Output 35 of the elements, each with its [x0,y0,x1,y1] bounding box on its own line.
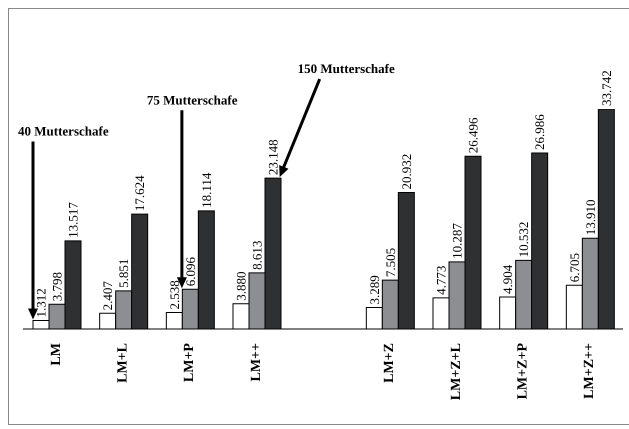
x-tick-label: LM+Z+P [516,342,530,400]
data-label: 3.289 [366,275,382,305]
data-label: 26.496 [466,116,480,154]
x-tick-label: LM++ [248,342,264,382]
data-label: 13.517 [66,202,80,238]
data-label: 20.932 [398,154,414,190]
text: 75 Mutterschafe [146,92,238,108]
data-label: 2.407 [100,280,116,310]
data-label: 10.532 [516,222,532,258]
data-label: 2.538 [166,280,182,310]
data-label: 3.880 [234,271,248,301]
data-label: 3.798 [50,272,64,302]
data-label: 8.613 [250,240,264,270]
x-tick-label: LM [48,343,64,366]
data-label: 6.096 [182,256,198,286]
data-label: 13.910 [582,200,598,236]
x-tick-label: LM+Z++ [582,342,598,399]
data-label: 7.505 [382,248,398,278]
data-label: 5.851 [116,258,132,288]
data-label: 6.705 [566,253,582,282]
annotation: 40 Mutterschafe [18,123,109,138]
data-label: 1.312 [34,288,48,318]
data-label: 4.773 [434,266,448,295]
x-tick-label: LM+L [116,343,130,383]
data-label: 26.986 [532,114,548,150]
text: 150 Mutterschafe [298,61,396,76]
data-label: 17.624 [132,174,148,212]
data-label: 18.114 [198,172,214,208]
x-tick-label: LM+P [182,342,198,382]
data-label: 23.148 [266,139,280,176]
x-tick-label: LM+Z+L [448,343,464,400]
data-label: 10.287 [450,222,464,259]
data-label: 33.742 [598,70,614,106]
x-tick-label: LM+Z [382,343,398,383]
data-label: 4.904 [500,264,516,294]
